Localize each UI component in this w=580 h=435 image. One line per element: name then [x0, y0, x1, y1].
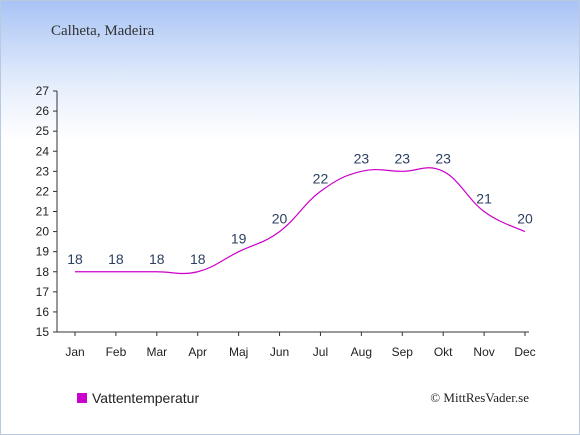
x-tick-label: Aug: [351, 345, 372, 359]
x-tick-label: Apr: [188, 345, 207, 359]
data-label: 22: [313, 170, 329, 186]
y-tick-label: 24: [36, 144, 50, 158]
data-label: 23: [394, 150, 410, 166]
data-label: 23: [435, 150, 451, 166]
y-tick-label: 15: [36, 325, 50, 339]
x-tick-label: Jun: [270, 345, 289, 359]
x-tick-label: Nov: [473, 345, 494, 359]
data-label: 23: [354, 150, 370, 166]
data-label: 20: [272, 211, 288, 227]
y-tick-label: 16: [36, 305, 50, 319]
y-tick-label: 27: [36, 84, 50, 98]
data-label: 18: [149, 251, 165, 267]
x-tick-label: Dec: [514, 345, 535, 359]
y-tick-label: 21: [36, 205, 50, 219]
chart-title: Calheta, Madeira: [51, 23, 155, 39]
y-tick-label: 17: [36, 285, 50, 299]
data-label: 18: [108, 251, 124, 267]
legend: Vattentemperatur: [77, 390, 199, 406]
x-tick-label: Mar: [146, 345, 167, 359]
x-tick-label: Jan: [65, 345, 84, 359]
data-label: 20: [517, 211, 533, 227]
data-label: 19: [231, 231, 247, 247]
x-tick-label: Jul: [313, 345, 328, 359]
credit-text: © MittResVader.se: [430, 390, 529, 405]
y-tick-label: 19: [36, 245, 50, 259]
legend-label: Vattentemperatur: [92, 390, 200, 406]
y-tick-label: 26: [36, 104, 50, 118]
series-line-vattentemperatur: [74, 167, 526, 275]
y-tick-label: 18: [36, 265, 50, 279]
legend-swatch: [77, 393, 87, 403]
x-tick-label: Maj: [229, 345, 248, 359]
x-tick-label: Feb: [106, 345, 127, 359]
data-label: 18: [67, 251, 83, 267]
y-tick-label: 22: [36, 184, 50, 198]
data-label: 21: [476, 191, 492, 207]
y-tick-label: 23: [36, 164, 50, 178]
x-tick-label: Sep: [392, 345, 414, 359]
data-label: 18: [190, 251, 206, 267]
y-tick-label: 25: [36, 124, 50, 138]
y-tick-label: 20: [36, 225, 50, 239]
x-tick-label: Okt: [434, 345, 453, 359]
